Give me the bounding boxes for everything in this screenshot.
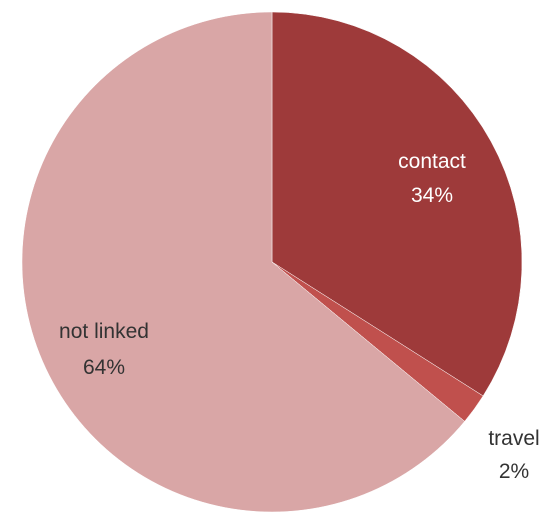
slices-layer: [21, 11, 523, 513]
slice-label-not-linked: not linked: [59, 320, 149, 343]
pie-slice-not-linked: [21, 11, 465, 513]
labels-layer: contact 34% travel 2% not linked 64%: [59, 150, 540, 483]
slice-percent-travel: 2%: [499, 460, 529, 483]
slice-percent-contact: 34%: [411, 184, 453, 207]
slice-percent-not-linked: 64%: [83, 356, 125, 379]
slice-label-contact: contact: [398, 150, 466, 173]
slice-label-travel: travel: [488, 427, 539, 450]
pie-slice-contact: [271, 11, 523, 397]
